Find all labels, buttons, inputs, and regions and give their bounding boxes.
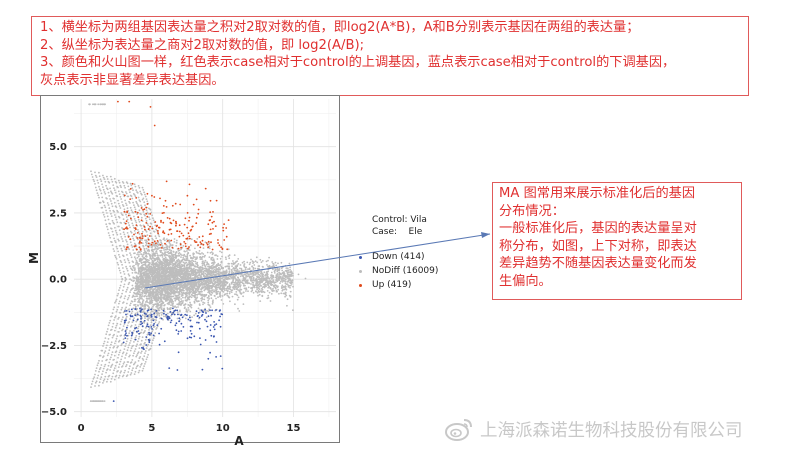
note-line-2: 2、纵坐标为表达量之商对2取对数的值，即 log2(A/B); xyxy=(40,37,365,53)
note-box: 1、横坐标为两组基因表达量之积对2取对数的值，即log2(A*B)，A和B分别表… xyxy=(31,16,749,96)
note-line-3: 3、颜色和火山图一样，红色表示case相对于control的上调基因，蓝点表示c… xyxy=(40,55,676,70)
note-line-1: 1、横坐标为两组基因表达量之积对2取对数的值，即log2(A*B)，A和B分别表… xyxy=(40,20,640,35)
plot-frame xyxy=(40,95,340,443)
note-line-4: 灰点表示非显著差异表达基因。 xyxy=(40,72,225,88)
